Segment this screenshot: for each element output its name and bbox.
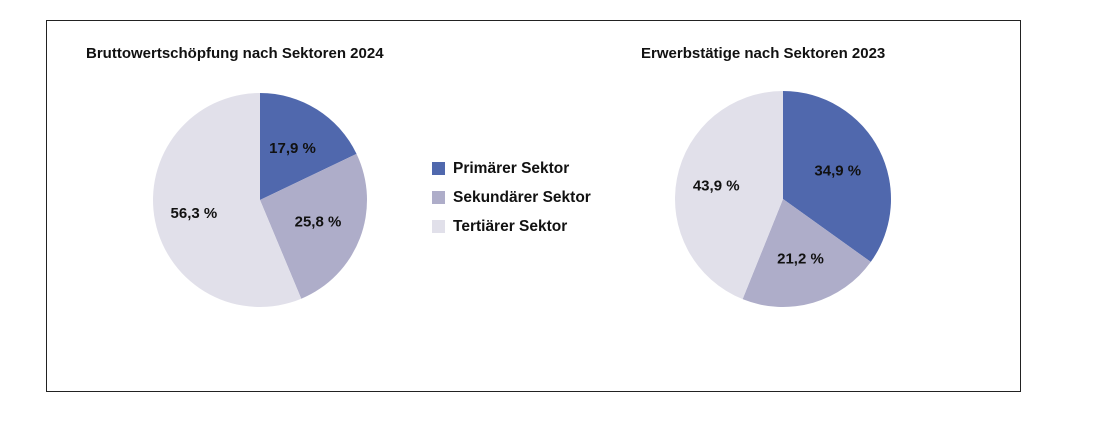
legend-label-tertiary: Tertiärer Sektor xyxy=(453,217,568,235)
chart-title-gross-value-added: Bruttowertschöpfung nach Sektoren 2024 xyxy=(86,45,384,62)
pie-slice-primary xyxy=(260,93,357,200)
slice-label-tertiary: 43,9 % xyxy=(693,178,740,195)
legend-label-secondary: Sekundärer Sektor xyxy=(453,188,591,206)
slice-label-primary: 34,9 % xyxy=(814,162,861,179)
pie-chart-employed-persons: 34,9 % 21,2 % 43,9 % xyxy=(675,91,891,307)
legend-item-tertiary-sector: Tertiärer Sektor xyxy=(432,218,591,235)
legend-item-secondary-sector: Sekundärer Sektor xyxy=(432,189,591,206)
legend-swatch-primary xyxy=(432,162,445,175)
legend-label-primary: Primärer Sektor xyxy=(453,159,570,177)
pie-slice-tertiary xyxy=(153,93,302,307)
legend-swatch-secondary xyxy=(432,191,445,204)
legend-swatch-tertiary xyxy=(432,220,445,233)
slice-label-tertiary: 56,3 % xyxy=(171,205,218,222)
slice-label-secondary: 21,2 % xyxy=(777,251,824,268)
legend: Primärer Sektor Sekundärer Sektor Tertiä… xyxy=(432,160,591,247)
pie-slice-primary xyxy=(783,91,891,262)
pie-slice-secondary xyxy=(742,199,871,307)
slice-label-secondary: 25,8 % xyxy=(295,214,342,231)
legend-item-primary-sector: Primärer Sektor xyxy=(432,160,591,177)
pie-slice-tertiary xyxy=(675,91,783,300)
chart-frame xyxy=(46,20,1021,392)
pie-slice-secondary xyxy=(260,153,367,299)
slice-label-primary: 17,9 % xyxy=(269,140,316,157)
chart-title-employed-persons: Erwerbstätige nach Sektoren 2023 xyxy=(641,45,886,62)
pie-chart-gross-value-added: 17,9 % 25,8 % 56,3 % xyxy=(153,93,367,307)
